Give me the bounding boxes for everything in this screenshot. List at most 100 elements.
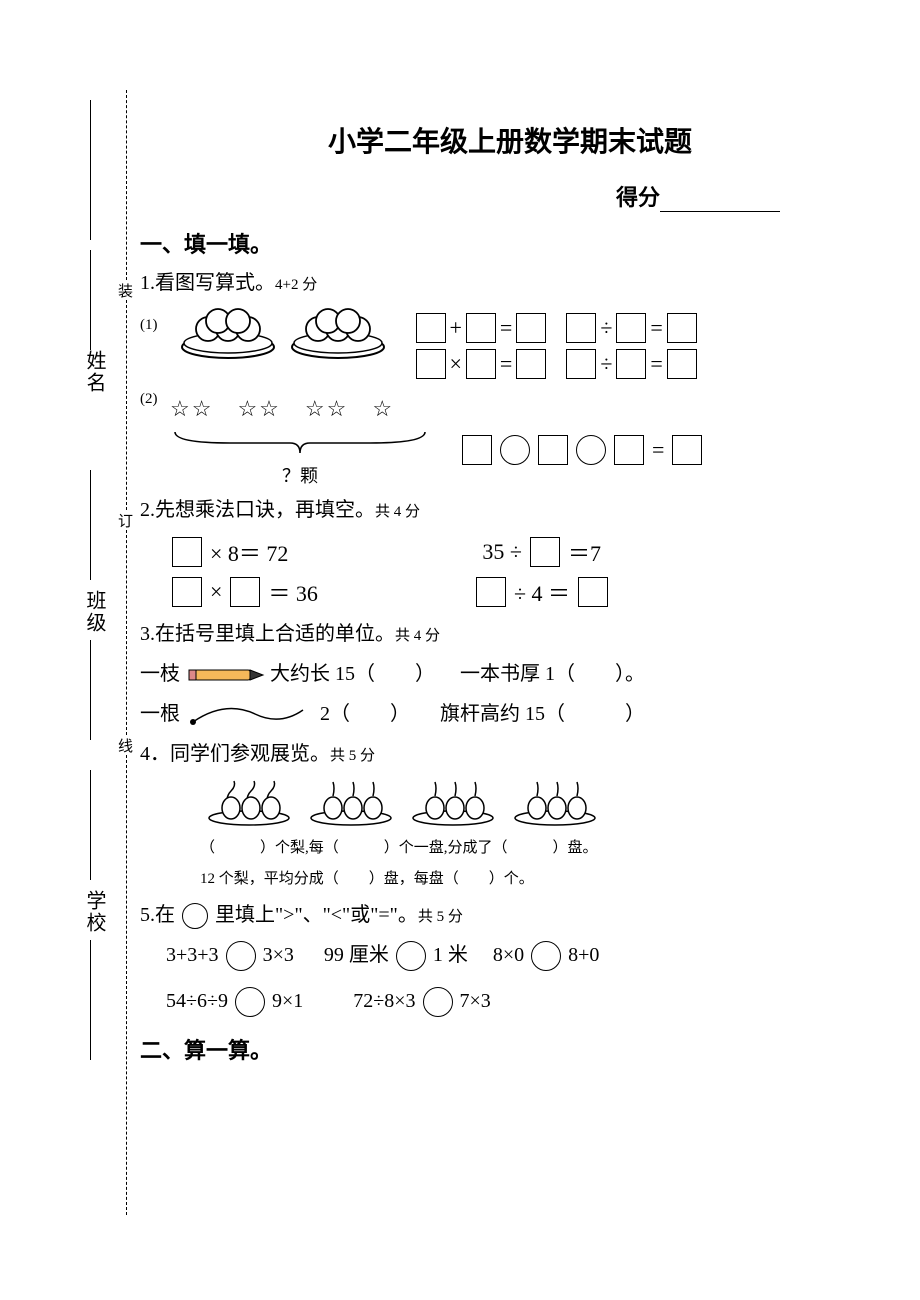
q3-b: 一本书厚 1（ ）。 [460,663,645,685]
circle-op-input[interactable] [500,435,530,465]
box-input[interactable] [230,577,260,607]
q5-r1c-r: 8+0 [568,944,599,966]
q4-line2: 12 个梨，平均分成（ ）盘，每盘（ ）个。 [200,866,880,893]
box-input[interactable] [578,577,608,607]
q1-equations: += ÷= ×= ÷= [414,307,881,385]
q5-r1b-r: 1 米 [433,944,468,966]
page-content: 小学二年级上册数学期末试题 得分 一、填一填。 1.看图写算式。4+2 分 (1… [140,120,880,1071]
q5-r2a-l: 54÷6÷9 [166,990,228,1012]
box-input[interactable] [516,349,546,379]
pencil-icon [185,664,265,686]
q1-label: 1.看图写算式。4+2 分 [140,265,880,301]
circle-icon [182,903,208,929]
q3-a: 一枝 [140,663,180,685]
page-title: 小学二年级上册数学期末试题 [140,120,880,160]
circle-op-input[interactable] [235,987,265,1017]
q1-sub2: (2) ☆☆ ☆☆ ☆☆ ☆ [140,391,880,423]
q2-e4: ÷ 4 ＝ [514,576,570,608]
box-input[interactable] [538,435,568,465]
box-input[interactable] [616,349,646,379]
plate-2 [288,307,388,364]
box-input[interactable] [566,313,596,343]
section-2-heading: 二、算一算。 [140,1033,880,1065]
op-eq: = [652,437,664,463]
circle-op-input[interactable] [396,941,426,971]
box-input[interactable] [566,349,596,379]
q1-sub2-brace-row: ？颗 = [140,429,880,488]
q2-points: 共 4 分 [375,504,420,520]
side-school: 学校 [80,890,109,934]
q2-row1: × 8＝ 72 35 ÷ ＝7 [170,536,880,568]
circle-op-input[interactable] [226,941,256,971]
binding-xian: 线 [118,735,133,756]
box-input[interactable] [466,349,496,379]
op-div: ÷ [600,351,612,377]
circle-op-input[interactable] [531,941,561,971]
plate-1 [178,307,278,364]
pear-plate [204,776,294,831]
q5-r1a-r: 3×3 [263,944,294,966]
q5-points: 共 5 分 [418,909,463,925]
box-input[interactable] [614,435,644,465]
q3-c2: 2（ ） [320,703,410,725]
score-blank[interactable] [660,193,780,212]
brace: ？颗 [170,429,430,488]
box-input[interactable] [476,577,506,607]
op-times: × [450,351,462,377]
q5-r2b-l: 72÷8×3 [353,990,415,1012]
circle-op-input[interactable] [576,435,606,465]
op-eq: = [500,351,512,377]
box-input[interactable] [466,313,496,343]
q2-e2b: ＝7 [568,536,601,568]
q5-r1c-l: 8×0 [493,944,524,966]
q1-points: 4+2 分 [275,277,317,293]
needle-icon [185,702,315,728]
op-eq: = [650,315,662,341]
q2-e2a: 35 ÷ [482,539,522,565]
q3-row1: 一枝 大约长 15（ ） 一本书厚 1（ ）。 [140,656,880,692]
q4-text: 4．同学们参观展览。 [140,743,330,765]
q2-row2: × ＝ 36 ÷ 4 ＝ [170,576,880,608]
binding-ding: 订 [118,510,133,531]
q4-points: 共 5 分 [330,748,375,764]
q3-c: 一根 [140,703,180,725]
box-input[interactable] [530,537,560,567]
box-input[interactable] [667,313,697,343]
q3-text: 3.在括号里填上合适的单位。 [140,623,395,645]
binding-zhuang: 装 [118,280,133,301]
op-plus: + [450,315,462,341]
q5-text-b: 里填上">"、"<"或"="。 [215,904,418,926]
q4-pears-row [200,776,880,831]
side-class: 班级 [80,590,109,634]
q2-e3a: × [210,579,222,605]
pear-plate [408,776,498,831]
box-input[interactable] [416,349,446,379]
box-input[interactable] [616,313,646,343]
box-input[interactable] [462,435,492,465]
q1-sub1: (1) [140,307,880,385]
q3-points: 共 4 分 [395,628,440,644]
op-eq: = [650,351,662,377]
q2-text: 2.先想乘法口诀，再填空。 [140,499,375,521]
q2-e3b: ＝ 36 [268,576,318,608]
box-input[interactable] [667,349,697,379]
q5-r1b-l: 99 厘米 [324,944,389,966]
q4-label: 4．同学们参观展览。共 5 分 [140,736,880,772]
q4-line1: （ ）个梨,每（ ）个一盘,分成了（ ）盘。 [200,835,880,862]
op-eq: = [500,315,512,341]
box-input[interactable] [672,435,702,465]
q3-d: 旗杆高约 15（ ） [440,703,645,725]
q2-label: 2.先想乘法口诀，再填空。共 4 分 [140,492,880,528]
box-input[interactable] [516,313,546,343]
binding-edge: 装 订 线 姓名 班级 学校 [50,90,140,1220]
box-input[interactable] [172,577,202,607]
box-input[interactable] [416,313,446,343]
plates [178,307,394,364]
pear-plate [510,776,600,831]
q1-sub2-equation: = [460,435,704,465]
box-input[interactable] [172,537,202,567]
score-line: 得分 [140,180,780,212]
circle-op-input[interactable] [423,987,453,1017]
q2-e1: × 8＝ 72 [210,536,288,568]
q5-r2b-r: 7×3 [460,990,491,1012]
